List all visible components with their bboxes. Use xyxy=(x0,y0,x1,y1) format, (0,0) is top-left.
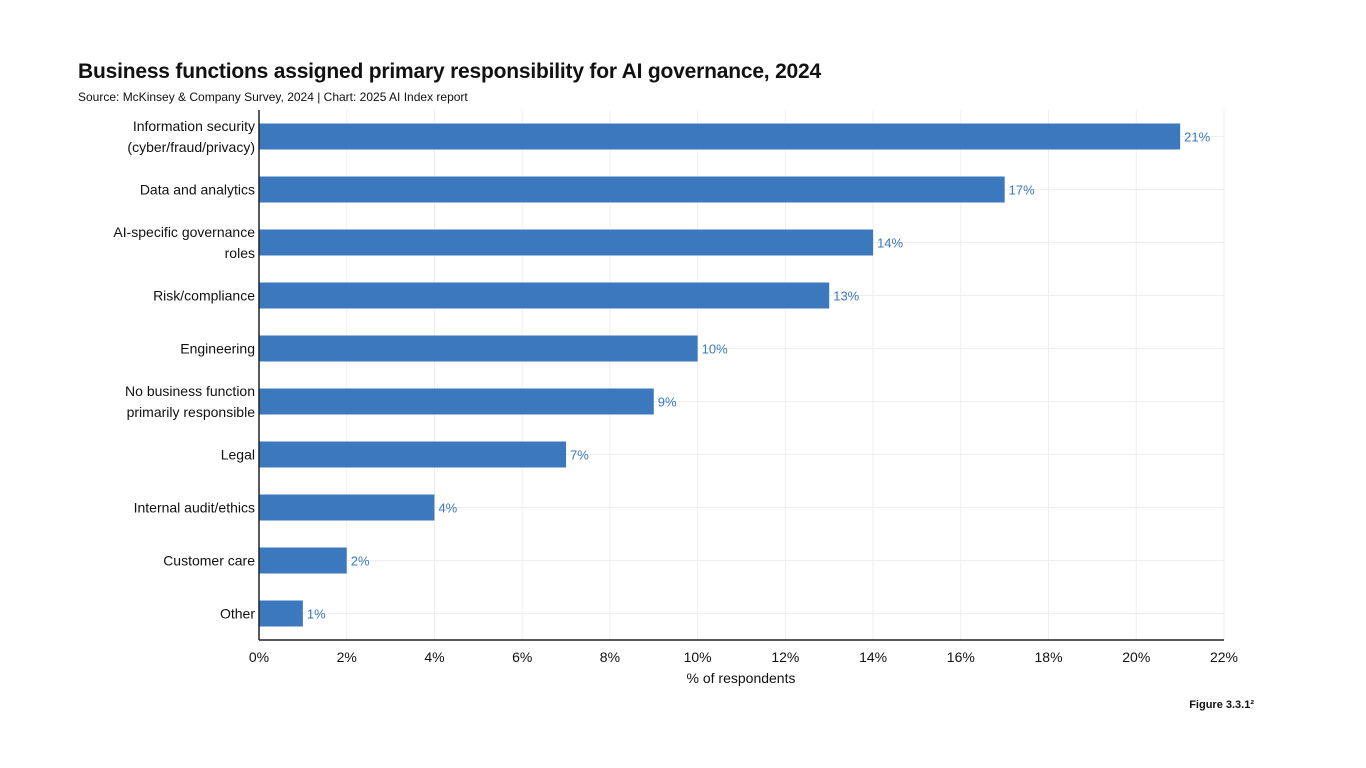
data-label: 21% xyxy=(1184,130,1210,145)
category-label: Engineering xyxy=(180,341,255,357)
category-label-line: Internal audit/ethics xyxy=(134,500,255,516)
category-label-line: AI-specific governance xyxy=(113,224,255,240)
bar xyxy=(259,547,347,574)
x-tick-label: 12% xyxy=(771,649,799,665)
figure-label: Figure 3.3.1² xyxy=(1189,699,1254,711)
data-label: 14% xyxy=(877,236,903,251)
data-labels: 21% 17% 14% 13% 10% 9% 7% 4% 2% 1% xyxy=(307,130,1211,622)
category-label-line: roles xyxy=(225,245,255,261)
bar xyxy=(259,229,874,256)
category-label-line: Risk/compliance xyxy=(153,288,255,304)
bars xyxy=(259,123,1181,627)
data-label: 9% xyxy=(658,395,677,410)
x-tick-label: 14% xyxy=(859,649,887,665)
category-label-line: primarily responsible xyxy=(127,404,256,420)
x-tick-label: 4% xyxy=(424,649,444,665)
data-label: 2% xyxy=(351,554,370,569)
category-label-line: Customer care xyxy=(163,553,255,569)
x-tick-label: 10% xyxy=(684,649,712,665)
data-label: 7% xyxy=(570,448,589,463)
x-axis-label: % of respondents xyxy=(687,670,796,686)
data-label: 13% xyxy=(833,289,859,304)
data-label: 1% xyxy=(307,607,326,622)
data-label: 17% xyxy=(1009,183,1035,198)
x-tick-label: 0% xyxy=(249,649,269,665)
axes: 0% 2% 4% 6% 8% 10% 12% 14% 16% 18% 20% 22% xyxy=(249,110,1238,665)
category-label-line: Information security xyxy=(133,118,255,134)
x-tick-label: 16% xyxy=(947,649,975,665)
category-label-line: No business function xyxy=(125,383,255,399)
category-label: Customer care xyxy=(163,553,255,569)
bar xyxy=(259,176,1005,203)
category-labels: Information security (cyber/fraud/privacy… xyxy=(113,118,255,622)
bar xyxy=(259,282,830,309)
category-label: Internal audit/ethics xyxy=(134,500,255,516)
category-label-line: Other xyxy=(220,606,255,622)
data-label: 10% xyxy=(702,342,728,357)
category-label-line: Legal xyxy=(221,447,255,463)
category-label: No business function primarily responsibl… xyxy=(125,383,255,420)
data-label: 4% xyxy=(438,501,457,516)
bar xyxy=(259,494,435,521)
bar xyxy=(259,600,303,627)
x-tick-label: 2% xyxy=(337,649,357,665)
chart-subtitle: Source: McKinsey & Company Survey, 2024 … xyxy=(78,90,468,104)
category-label: Legal xyxy=(221,447,255,463)
category-label: Risk/compliance xyxy=(153,288,255,304)
bar xyxy=(259,388,654,415)
bar xyxy=(259,335,698,362)
category-label: Other xyxy=(220,606,255,622)
bar xyxy=(259,123,1181,150)
category-label-line: (cyber/fraud/privacy) xyxy=(127,139,255,155)
x-tick-label: 20% xyxy=(1122,649,1150,665)
x-tick-label: 6% xyxy=(512,649,532,665)
category-label: AI-specific governance roles xyxy=(113,224,255,261)
x-tick-label: 18% xyxy=(1035,649,1063,665)
category-label: Data and analytics xyxy=(140,182,255,198)
x-tick-label: 22% xyxy=(1210,649,1238,665)
category-label-line: Engineering xyxy=(180,341,255,357)
chart-title: Business functions assigned primary resp… xyxy=(78,60,821,83)
category-label: Information security (cyber/fraud/privacy… xyxy=(127,118,255,155)
bar xyxy=(259,441,567,468)
category-label-line: Data and analytics xyxy=(140,182,255,198)
x-tick-label: 8% xyxy=(600,649,620,665)
